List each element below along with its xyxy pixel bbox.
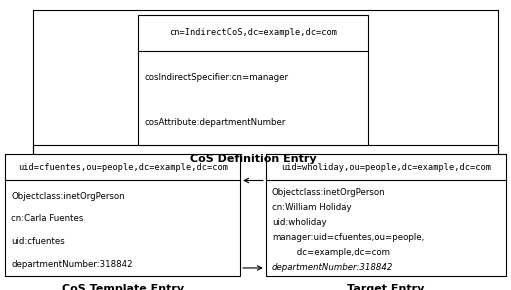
Text: Objectclass:inetOrgPerson: Objectclass:inetOrgPerson [11, 192, 125, 201]
Text: cosAttribute:departmentNumber: cosAttribute:departmentNumber [144, 118, 286, 127]
Text: departmentNumber:318842: departmentNumber:318842 [272, 263, 393, 272]
Text: uid:wholiday: uid:wholiday [272, 218, 327, 227]
Text: CoS Template Entry: CoS Template Entry [62, 284, 183, 290]
Bar [266, 154, 506, 276]
Text: Objectclass:inetOrgPerson: Objectclass:inetOrgPerson [272, 188, 385, 197]
Text: uid=cfuentes,ou=people,dc=example,dc=com: uid=cfuentes,ou=people,dc=example,dc=com [18, 163, 227, 172]
Bar [5, 154, 240, 276]
Text: cosIndirectSpecifier:cn=manager: cosIndirectSpecifier:cn=manager [144, 73, 288, 82]
Text: departmentNumber:318842: departmentNumber:318842 [11, 260, 133, 269]
Text: manager:uid=cfuentes,ou=people,: manager:uid=cfuentes,ou=people, [272, 233, 424, 242]
Text: uid=wholiday,ou=people,dc=example,dc=com: uid=wholiday,ou=people,dc=example,dc=com [281, 163, 491, 172]
Bar [138, 14, 368, 145]
Text: cn:William Holiday: cn:William Holiday [272, 203, 352, 212]
Text: cn:Carla Fuentes: cn:Carla Fuentes [11, 214, 84, 223]
Text: dc=example,dc=com: dc=example,dc=com [272, 248, 390, 257]
Text: cn=IndirectCoS,dc=example,dc=com: cn=IndirectCoS,dc=example,dc=com [169, 28, 337, 37]
Text: CoS Definition Entry: CoS Definition Entry [190, 154, 316, 164]
Text: uid:cfuentes: uid:cfuentes [11, 237, 65, 246]
Text: Target Entry: Target Entry [347, 284, 425, 290]
